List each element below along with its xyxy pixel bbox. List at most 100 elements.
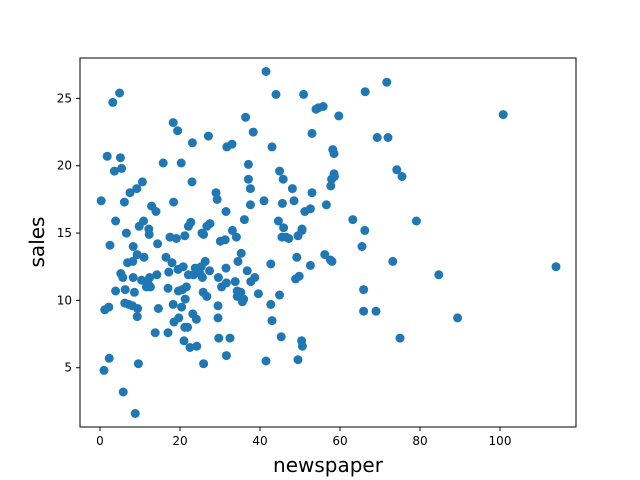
data-point: [118, 387, 128, 397]
data-point: [277, 198, 287, 208]
data-point: [360, 225, 370, 235]
data-point: [329, 149, 339, 159]
y-tick-label: 15: [57, 226, 72, 240]
data-point: [266, 299, 276, 309]
data-point: [297, 341, 307, 351]
y-tick-label: 20: [57, 159, 72, 173]
data-point: [117, 163, 127, 173]
data-point: [168, 118, 178, 128]
data-point: [180, 294, 190, 304]
data-point: [551, 262, 561, 272]
data-point: [161, 252, 171, 262]
data-point: [108, 97, 118, 107]
data-point: [453, 313, 463, 323]
data-point: [326, 181, 336, 191]
data-point: [152, 270, 162, 280]
data-point: [129, 287, 139, 297]
data-point: [158, 158, 168, 168]
data-point: [118, 273, 128, 282]
data-point: [287, 184, 297, 194]
x-tick-label: 20: [172, 434, 187, 448]
data-point: [275, 166, 285, 176]
data-point: [119, 197, 129, 207]
data-point: [359, 306, 369, 316]
data-point: [372, 133, 382, 142]
data-point: [183, 322, 193, 332]
data-point: [151, 207, 161, 216]
data-point: [213, 273, 223, 282]
data-point: [104, 302, 114, 312]
data-point: [327, 256, 337, 266]
y-axis-label: sales: [25, 217, 49, 268]
data-point: [164, 267, 174, 277]
data-point: [239, 294, 249, 304]
data-point: [214, 333, 224, 343]
data-point: [186, 217, 196, 227]
data-point: [261, 356, 271, 366]
data-point: [221, 263, 231, 273]
y-tick-label: 25: [57, 91, 72, 105]
data-point: [243, 174, 253, 184]
data-point: [145, 282, 155, 292]
x-tick-label: 0: [96, 434, 104, 448]
data-point: [307, 188, 317, 198]
y-tick-label: 5: [64, 361, 72, 375]
data-point: [253, 289, 263, 299]
data-point: [267, 316, 277, 326]
data-point: [221, 351, 231, 361]
data-point: [187, 177, 197, 187]
data-point: [199, 359, 209, 369]
data-point: [241, 112, 251, 122]
data-point: [236, 287, 246, 297]
y-tick-label: 10: [57, 293, 72, 307]
data-point: [171, 234, 181, 243]
data-point: [266, 259, 276, 269]
data-point: [128, 273, 138, 282]
data-point: [248, 127, 258, 137]
data-point: [259, 196, 269, 206]
data-point: [199, 229, 209, 239]
data-point: [243, 159, 253, 169]
data-point: [382, 77, 392, 87]
x-tick-label: 60: [332, 434, 347, 448]
data-point: [197, 273, 207, 282]
data-point: [334, 111, 344, 121]
data-point: [221, 207, 231, 216]
data-point: [271, 89, 281, 99]
data-point: [99, 365, 109, 375]
data-point: [128, 242, 138, 251]
data-point: [321, 200, 331, 210]
data-point: [167, 258, 177, 268]
data-point: [245, 200, 255, 210]
x-tick-label: 80: [412, 434, 427, 448]
data-point: [109, 166, 119, 176]
data-point: [292, 252, 302, 262]
data-point: [211, 188, 221, 198]
data-point: [293, 355, 303, 365]
data-point: [121, 228, 131, 238]
data-point: [111, 286, 121, 296]
data-point: [221, 278, 231, 288]
data-point: [174, 313, 184, 323]
data-point: [180, 231, 190, 241]
data-point: [139, 216, 149, 226]
data-point: [178, 262, 188, 272]
data-point: [203, 131, 213, 141]
data-point: [276, 332, 286, 342]
data-point: [163, 283, 173, 293]
data-point: [169, 197, 179, 207]
data-point: [388, 256, 398, 266]
data-point: [242, 266, 252, 276]
data-point: [230, 277, 240, 287]
data-point: [397, 172, 407, 181]
x-tick-label: 40: [252, 434, 267, 448]
data-point: [383, 133, 393, 142]
data-point: [179, 336, 189, 346]
data-point: [236, 248, 246, 258]
data-point: [125, 188, 135, 198]
data-point: [192, 341, 202, 351]
data-point: [139, 252, 149, 262]
data-point: [318, 102, 328, 111]
data-point: [278, 174, 288, 184]
